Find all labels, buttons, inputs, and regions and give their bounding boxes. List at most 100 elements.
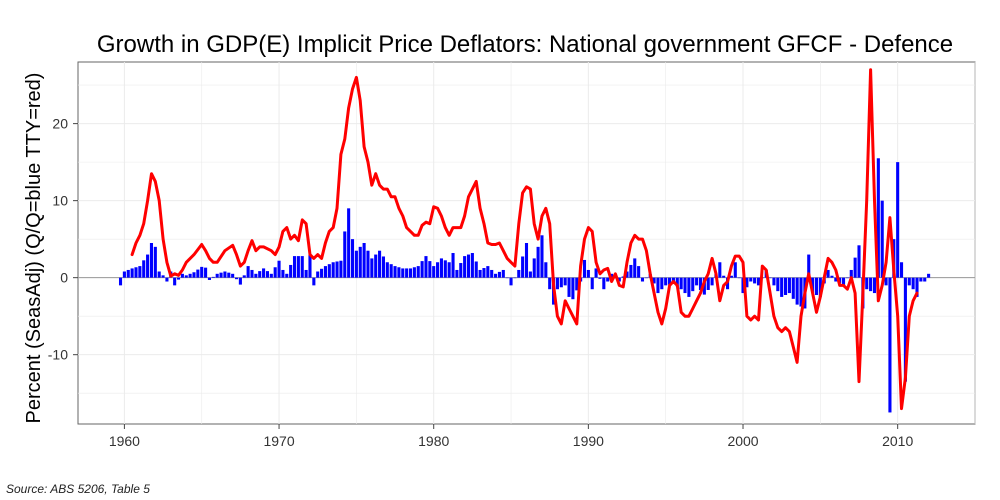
x-tick-label: 2010 bbox=[882, 433, 913, 449]
qq-bar bbox=[482, 268, 486, 278]
qq-bar bbox=[814, 277, 819, 295]
qq-bar bbox=[548, 277, 552, 290]
qq-bar bbox=[795, 277, 799, 305]
qq-bar bbox=[470, 253, 474, 278]
qq-bar bbox=[215, 273, 219, 278]
qq-bar bbox=[126, 269, 130, 278]
qq-bar bbox=[787, 277, 791, 294]
qq-bar bbox=[378, 250, 382, 278]
qq-bar bbox=[668, 277, 672, 285]
qq-bar bbox=[238, 277, 242, 285]
qq-bar bbox=[173, 277, 177, 286]
qq-bar bbox=[896, 162, 900, 278]
qq-bar bbox=[853, 257, 857, 278]
qq-bar bbox=[513, 277, 517, 279]
qq-bar bbox=[118, 277, 123, 286]
qq-bar bbox=[617, 277, 621, 282]
qq-bar bbox=[745, 277, 749, 288]
qq-bar bbox=[675, 277, 679, 287]
qq-bar bbox=[683, 277, 687, 294]
y-tick-label: 20 bbox=[52, 116, 68, 132]
y-tick-label: -10 bbox=[48, 347, 68, 363]
y-axis: -10 0 10 20 bbox=[48, 116, 78, 363]
qq-bar bbox=[857, 245, 861, 278]
qq-bar bbox=[130, 268, 134, 278]
qq-bar bbox=[142, 260, 146, 278]
qq-bar bbox=[262, 268, 266, 278]
qq-bar bbox=[741, 277, 745, 294]
qq-bar bbox=[718, 262, 722, 278]
qq-bar bbox=[451, 253, 455, 278]
qq-bar bbox=[393, 266, 397, 278]
qq-bar bbox=[807, 254, 811, 278]
qq-bar bbox=[362, 243, 366, 278]
qq-bar bbox=[188, 273, 192, 278]
grid bbox=[78, 62, 976, 424]
qq-bar bbox=[161, 275, 165, 278]
qq-bar bbox=[134, 267, 138, 278]
qq-bar bbox=[625, 271, 629, 278]
qq-bar bbox=[687, 277, 691, 297]
qq-bar bbox=[269, 273, 273, 278]
qq-bar bbox=[184, 275, 188, 278]
qq-bar bbox=[289, 264, 293, 278]
x-axis: 1960 1970 1980 1990 2000 2010 bbox=[109, 424, 913, 449]
qq-bar bbox=[401, 268, 405, 278]
qq-bar bbox=[664, 277, 668, 286]
qq-bar bbox=[644, 277, 648, 279]
qq-bar bbox=[366, 250, 370, 278]
y-axis-label: Percent (SeasAdj) (Q/Q=blue TTY=red) bbox=[23, 73, 45, 424]
qq-bar bbox=[849, 269, 853, 278]
tty-line-group bbox=[130, 68, 919, 411]
qq-bar bbox=[830, 275, 834, 278]
qq-bar bbox=[207, 277, 212, 280]
qq-bar bbox=[791, 277, 795, 299]
qq-bar bbox=[509, 277, 513, 286]
qq-bar bbox=[273, 267, 277, 278]
qq-bar bbox=[915, 277, 919, 297]
qq-bar bbox=[640, 277, 645, 282]
qq-bar bbox=[880, 200, 884, 278]
qq-bar bbox=[733, 262, 737, 278]
qq-bar bbox=[505, 277, 509, 279]
qq-bar bbox=[211, 276, 215, 278]
qq-bar bbox=[374, 254, 378, 278]
qq-bar bbox=[656, 277, 660, 294]
qq-bar bbox=[420, 261, 424, 278]
qq-bar bbox=[455, 269, 459, 278]
qq-bar bbox=[122, 271, 126, 278]
qq-bar bbox=[811, 277, 815, 294]
qq-bar bbox=[517, 269, 521, 278]
qq-bar bbox=[567, 277, 571, 297]
qq-bar bbox=[223, 271, 227, 278]
qq-bar bbox=[540, 235, 544, 278]
qq-bar bbox=[706, 277, 710, 290]
qq-bar bbox=[768, 277, 772, 279]
qq-bar bbox=[501, 269, 505, 278]
qq-bar bbox=[621, 276, 625, 278]
qq-bar bbox=[192, 272, 196, 278]
qq-bar bbox=[408, 268, 413, 278]
qq-bar bbox=[304, 269, 308, 278]
qq-bar bbox=[780, 277, 784, 297]
qq-bar bbox=[277, 260, 281, 278]
qq-bar bbox=[265, 271, 269, 278]
x-tick-label: 1970 bbox=[263, 433, 294, 449]
qq-bar bbox=[652, 277, 656, 284]
qq-bar bbox=[327, 264, 331, 278]
qq-bars bbox=[118, 158, 931, 413]
qq-bar bbox=[521, 256, 525, 278]
qq-bar bbox=[691, 277, 695, 292]
qq-bar bbox=[416, 266, 420, 278]
qq-bar bbox=[227, 272, 231, 278]
qq-bar bbox=[146, 254, 150, 278]
qq-bar bbox=[331, 262, 335, 278]
qq-bar bbox=[486, 266, 490, 278]
qq-bar bbox=[586, 269, 590, 278]
qq-bar bbox=[923, 277, 927, 282]
qq-bar bbox=[296, 256, 300, 278]
qq-bar bbox=[292, 256, 297, 278]
qq-bar bbox=[722, 275, 726, 278]
qq-bar bbox=[316, 271, 320, 278]
